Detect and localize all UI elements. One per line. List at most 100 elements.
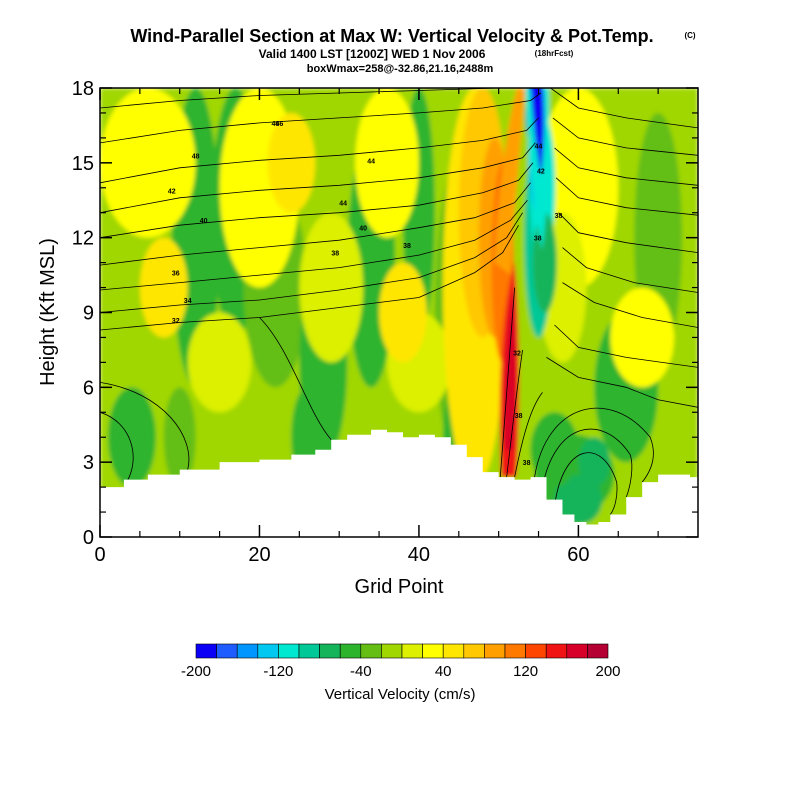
colorbar-swatch xyxy=(360,643,382,659)
colorbar-tick-label: 120 xyxy=(513,663,538,680)
field-cell xyxy=(379,262,427,363)
theta-contours: 32 34 36 38 40 42 44 46 48 38 40 44 46 32 44 42 38 38 38 38 xyxy=(100,88,698,515)
theta-contour-line xyxy=(554,324,698,368)
theta-contour-label: 32 xyxy=(172,318,180,325)
theta-contour-label: 48 xyxy=(192,153,200,160)
colorbar: -200 -120 -40 40 120 200 xyxy=(181,643,621,680)
colorbar-swatch xyxy=(504,643,526,659)
theta-contour-line xyxy=(100,162,534,239)
theta-contour-line xyxy=(259,317,332,440)
field-cell xyxy=(107,387,156,488)
theta-contour-line xyxy=(554,147,698,186)
field-cell xyxy=(187,312,252,413)
theta-contour-line xyxy=(562,247,698,293)
theta-contour-label: 38 xyxy=(331,251,339,258)
theta-contour-value: 44 xyxy=(535,143,543,150)
colorbar-tick-label: 200 xyxy=(595,663,620,680)
colorbar-swatch xyxy=(257,643,279,659)
theta-contour-value: 38 xyxy=(555,213,563,220)
chart-title: Wind-Parallel Section at Max W: Vertical… xyxy=(130,26,653,46)
colorbar-tick-label: -120 xyxy=(263,663,293,680)
theta-contour-value: 40 xyxy=(200,218,208,225)
theta-contour-label: 42 xyxy=(537,168,545,175)
theta-contour-line xyxy=(554,452,618,515)
theta-contour-label: 38 xyxy=(403,243,411,250)
field-cell xyxy=(299,212,364,363)
theta-contour-line xyxy=(100,200,528,291)
field-cell xyxy=(532,212,557,313)
x-tick-label: 40 xyxy=(408,544,430,566)
colorbar-swatch xyxy=(587,643,609,659)
theta-contour-value: 44 xyxy=(367,158,375,165)
colorbar-swatch xyxy=(442,643,465,659)
colorbar-swatch xyxy=(463,643,485,659)
theta-contour-line xyxy=(100,117,539,184)
theta-contour-line xyxy=(546,357,698,408)
theta-contour-line xyxy=(100,182,531,266)
colorbar-swatch xyxy=(381,643,403,659)
theta-contour-label: 34 xyxy=(184,298,192,305)
subtitle-note: (18hrFcst) xyxy=(535,49,574,58)
field-cell xyxy=(355,88,419,238)
theta-contour-line xyxy=(534,407,654,483)
velocity-field: 32 34 36 38 40 42 44 46 48 38 40 44 46 32 44 42 38 38 38 38 xyxy=(100,88,698,537)
colorbar-swatch xyxy=(422,643,444,659)
colorbar-swatch xyxy=(298,643,320,659)
theta-contour-label: 44 xyxy=(339,201,347,208)
field-cell xyxy=(139,237,188,338)
y-tick-label: 9 xyxy=(83,303,94,325)
theta-contour-line xyxy=(100,92,542,144)
theta-contour-value: 34 xyxy=(184,298,192,305)
theta-contour-line xyxy=(558,212,698,253)
colorbar-swatch xyxy=(195,643,217,659)
colorbar-swatch xyxy=(545,643,568,659)
theta-contour-value: 32 xyxy=(513,350,521,357)
x-tick-label: 60 xyxy=(567,544,589,566)
theta-contour-label: 38 xyxy=(523,460,531,467)
colorbar-swatch xyxy=(278,643,300,659)
theta-contour-value: 38 xyxy=(515,413,523,420)
theta-contour-line xyxy=(562,282,698,328)
velocity-shading xyxy=(100,88,698,537)
theta-contour-label: 42 xyxy=(168,188,176,195)
y-tick-label: 3 xyxy=(83,452,94,474)
field-cell xyxy=(100,88,196,238)
theta-contour-label: 46 xyxy=(276,121,284,128)
theta-contour-value: 44 xyxy=(339,201,347,208)
theta-contour-value: 46 xyxy=(272,121,280,128)
field-cell xyxy=(530,412,579,488)
colorbar-swatch xyxy=(525,643,547,659)
theta-contour-line xyxy=(100,381,190,470)
y-axis-label: Height (Kft MSL) xyxy=(37,238,59,386)
x-tick-label: 20 xyxy=(248,544,270,566)
y-tick-label: 0 xyxy=(83,527,94,549)
theta-contour-label: 38 xyxy=(534,236,542,243)
field-cell xyxy=(163,387,196,488)
chart-subtitle-2: boxWmax=258@-32.86,21.16,2488m xyxy=(307,63,494,75)
colorbar-tick-label: -200 xyxy=(181,663,211,680)
updraft-plume xyxy=(494,88,526,276)
theta-contour-value: 32 xyxy=(172,318,180,325)
colorbar-tick-label: 40 xyxy=(435,663,452,680)
theta-contour-value: 36 xyxy=(172,271,180,278)
title-mark: (C) xyxy=(684,31,695,40)
colorbar-tick-label: -40 xyxy=(350,663,372,680)
theta-contour-label: 46 xyxy=(272,121,280,128)
theta-contour-value: 38 xyxy=(534,236,542,243)
downdraft-max xyxy=(530,88,545,176)
chart-subtitle: Valid 1400 LST [1200Z] WED 1 Nov 2006 xyxy=(259,47,486,61)
theta-contour-value: 42 xyxy=(168,188,176,195)
x-tick-label: 0 xyxy=(94,544,105,566)
theta-contour-value: 38 xyxy=(523,460,531,467)
theta-contour-line xyxy=(542,428,633,498)
theta-contour-value: 38 xyxy=(403,243,411,250)
colorbar-swatch xyxy=(566,643,588,659)
theta-contour-value: 48 xyxy=(192,153,200,160)
theta-contour-label: 38 xyxy=(555,213,563,220)
theta-contour-line xyxy=(100,142,536,214)
colorbar-swatch xyxy=(484,643,506,659)
theta-contour-line xyxy=(550,88,698,129)
theta-contour-value: 46 xyxy=(276,121,284,128)
theta-contour-line xyxy=(100,411,134,480)
